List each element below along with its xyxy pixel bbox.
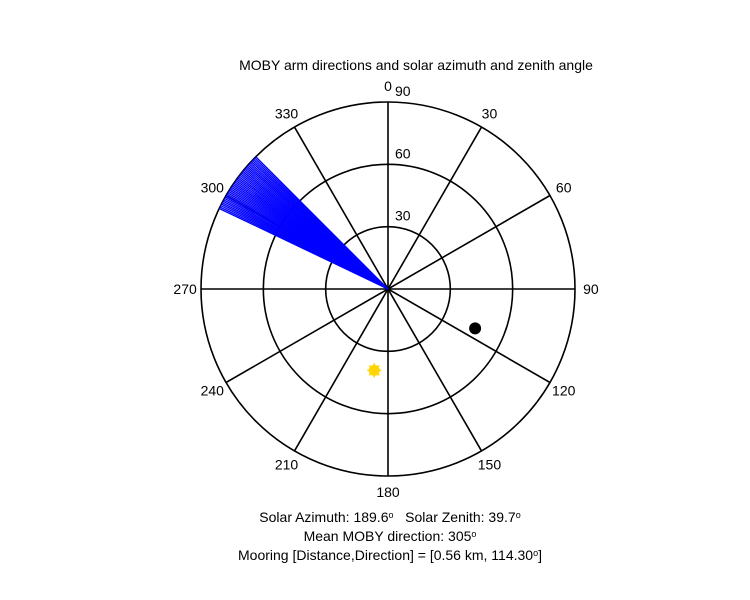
- solar-zenith-text: Solar Zenith: 39.7: [405, 509, 516, 525]
- mooring-bracket: ]: [538, 547, 542, 563]
- angle-tick-label: 90: [583, 281, 599, 297]
- degree-symbol: o: [533, 548, 539, 558]
- solar-info-caption: Solar Azimuth: 189.6o Solar Zenith: 39.7…: [0, 508, 750, 529]
- tick-labels: 0 30 60 90 120 150 180 210 240 270 300 330 30 60 90: [173, 78, 598, 500]
- sun-ray: [368, 369, 375, 376]
- mean-direction-text: Mean MOBY direction: 305: [303, 528, 472, 544]
- mooring-text: Mooring [Distance,Direction] = [0.56 km,…: [238, 547, 534, 563]
- angle-tick-label: 0: [384, 78, 392, 94]
- sun-ray: [368, 364, 375, 371]
- arm-direction-line: [255, 156, 389, 290]
- mooring-point: [469, 322, 482, 335]
- sun-ray: [373, 369, 380, 376]
- data-points: [367, 322, 482, 378]
- degree-symbol: o: [471, 529, 477, 539]
- arm-direction-lines: [218, 156, 389, 290]
- angle-tick-label: 240: [201, 382, 225, 398]
- angle-tick-label: 120: [552, 382, 576, 398]
- degree-symbol: o: [515, 510, 521, 520]
- chart-title: MOBY arm directions and solar azimuth an…: [239, 57, 593, 73]
- radial-tick-label: 90: [395, 83, 411, 99]
- solar-azimuth-text: Solar Azimuth: 189.6: [259, 509, 389, 525]
- degree-symbol: o: [388, 510, 394, 520]
- mean-direction-caption: Mean MOBY direction: 305o: [0, 527, 750, 548]
- angle-tick-label: 180: [376, 484, 400, 500]
- sun-ray: [373, 364, 380, 371]
- mooring-caption: Mooring [Distance,Direction] = [0.56 km,…: [0, 546, 750, 567]
- angle-tick-label: 60: [556, 180, 572, 196]
- sun-marker: [367, 363, 382, 378]
- angle-tick-label: 270: [173, 281, 197, 297]
- angle-tick-label: 330: [275, 105, 299, 121]
- angle-tick-label: 30: [482, 105, 498, 121]
- radial-tick-label: 30: [395, 208, 411, 224]
- angle-tick-label: 150: [478, 457, 502, 473]
- radial-tick-label: 60: [395, 145, 411, 161]
- angle-tick-label: 210: [275, 457, 299, 473]
- angle-tick-label: 300: [201, 180, 225, 196]
